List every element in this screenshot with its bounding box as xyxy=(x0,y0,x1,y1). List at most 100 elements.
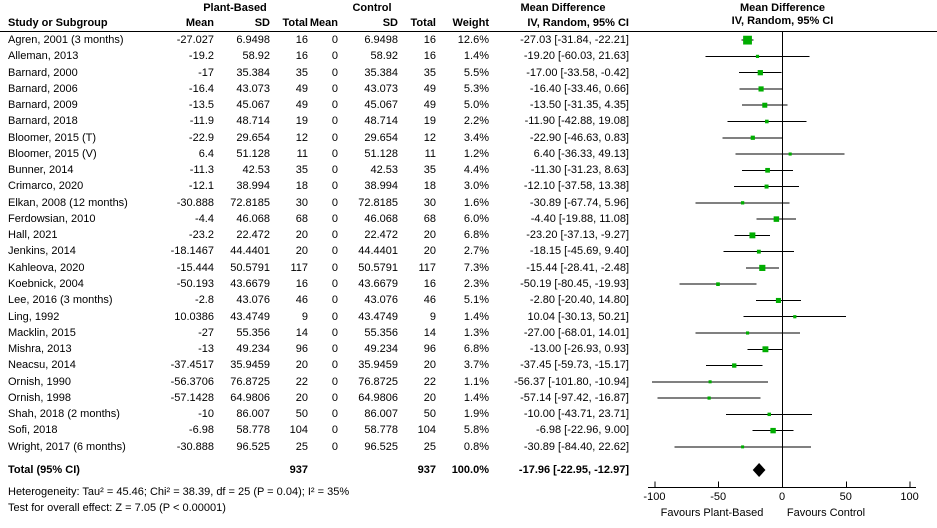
pb-mean: -13.5 xyxy=(188,99,214,112)
effect-marker xyxy=(793,315,797,319)
effect-marker xyxy=(740,201,745,205)
pb-sd: 42.53 xyxy=(242,164,270,177)
pb-total: 12 xyxy=(295,131,308,144)
study-name: Shah, 2018 (2 months) xyxy=(8,408,120,421)
pb-sd: 29.654 xyxy=(236,131,270,144)
study-row: Agren, 2001 (3 months) -27.027 6.9498 16 0 6.… xyxy=(0,32,937,48)
md-ci-value: -50.19 [-80.45, -19.93] xyxy=(520,277,629,290)
column-header-row: Study or Subgroup Mean SD Total Mean SD … xyxy=(0,15,937,31)
md-ci-value: -15.44 [-28.41, -2.48] xyxy=(526,261,629,274)
study-row: Barnard, 2018 -11.9 48.714 19 0 48.714 19 2.2% -… xyxy=(0,113,937,129)
pb-mean: -13 xyxy=(198,343,214,356)
c-sd: 6.9498 xyxy=(364,34,398,46)
pb-mean: -27.027 xyxy=(176,34,214,46)
pb-sd: 43.6679 xyxy=(230,277,270,290)
c-sd: 50.5791 xyxy=(358,261,398,274)
weight-value: 1.6% xyxy=(463,196,489,209)
c-sd: 55.356 xyxy=(364,326,398,339)
md-ci-value: -13.50 [-31.35, 4.35] xyxy=(529,99,629,112)
study-name: Koebnick, 2004 xyxy=(8,277,84,290)
effect-marker xyxy=(745,331,750,335)
study-row: Lee, 2016 (3 months) -2.8 43.076 46 0 43.076 4… xyxy=(0,292,937,308)
heterogeneity-text: Heterogeneity: Tau² = 45.46; Chi² = 38.3… xyxy=(8,486,350,498)
effect-marker xyxy=(788,152,792,156)
c-total: 68 xyxy=(423,212,436,225)
pb-sd: 49.234 xyxy=(236,343,270,356)
pb-sd: 43.4749 xyxy=(230,310,270,323)
pb-sd: 96.525 xyxy=(236,440,270,453)
c-mean: 0 xyxy=(331,66,338,79)
axis-tick-label: 50 xyxy=(839,491,852,503)
weight-value: 4.4% xyxy=(463,164,489,177)
effect-marker xyxy=(741,445,745,449)
c-mean: 0 xyxy=(331,391,338,404)
c-total: 20 xyxy=(423,245,436,258)
weight-value: 1.9% xyxy=(463,408,489,421)
weight-value: 0.8% xyxy=(463,440,489,453)
total-diamond xyxy=(752,463,766,477)
md-ci-value: -6.98 [-22.96, 9.00] xyxy=(536,424,629,437)
c-total: 117 xyxy=(418,261,436,274)
pb-mean: -23.2 xyxy=(188,229,214,242)
pb-mean: -18.1467 xyxy=(170,245,214,258)
pb-sd: 35.9459 xyxy=(230,359,270,372)
md-title-table: Mean Difference xyxy=(520,2,606,14)
c-mean: 0 xyxy=(331,82,338,95)
col-header-md-method: IV, Random, 95% CI xyxy=(527,17,629,29)
c-mean: 0 xyxy=(331,115,338,128)
study-row: Ornish, 1990 -56.3706 76.8725 22 0 76.8725 22 1… xyxy=(0,374,937,390)
c-total: 9 xyxy=(429,310,436,323)
study-row: Koebnick, 2004 -50.193 43.6679 16 0 43.6679 16… xyxy=(0,276,937,292)
c-sd: 58.778 xyxy=(364,424,398,437)
weight-value: 12.6% xyxy=(457,34,489,46)
study-name: Hall, 2021 xyxy=(8,229,58,242)
study-name: Bloomer, 2015 (T) xyxy=(8,131,97,144)
c-sd: 22.472 xyxy=(364,229,398,242)
pb-mean: -15.444 xyxy=(176,261,214,274)
effect-marker xyxy=(758,86,764,92)
study-row: Neacsu, 2014 -37.4517 35.9459 20 0 35.9459 20 3… xyxy=(0,357,937,373)
weight-value: 6.8% xyxy=(463,343,489,356)
pb-sd: 46.068 xyxy=(236,212,270,225)
weight-value: 6.0% xyxy=(463,212,489,225)
pb-total: 68 xyxy=(295,212,308,225)
col-header-pb-total: Total xyxy=(282,17,308,29)
pb-mean: -11.9 xyxy=(189,115,214,128)
pb-mean: 10.0386 xyxy=(174,310,214,323)
pb-sd: 43.076 xyxy=(236,294,270,307)
study-name: Barnard, 2009 xyxy=(8,99,78,112)
c-sd: 58.92 xyxy=(370,50,398,63)
weight-value: 2.3% xyxy=(463,277,489,290)
c-mean: 0 xyxy=(331,245,338,258)
effect-marker xyxy=(765,119,769,124)
study-row: Barnard, 2000 -17 35.384 35 0 35.384 35 5.5% -17… xyxy=(0,65,937,81)
pb-total: 14 xyxy=(295,326,308,339)
c-sd: 64.9806 xyxy=(358,391,398,404)
pb-mean: -11.3 xyxy=(189,164,214,177)
pb-sd: 44.4401 xyxy=(230,245,270,258)
c-mean: 0 xyxy=(331,131,338,144)
study-row: Ornish, 1998 -57.1428 64.9806 20 0 64.9806 20 1… xyxy=(0,390,937,406)
md-ci-value: -30.89 [-84.40, 22.62] xyxy=(523,440,629,453)
md-title-plot: Mean Difference xyxy=(740,2,825,14)
pb-mean: -22.9 xyxy=(188,131,214,144)
pb-mean: -12.1 xyxy=(188,180,214,193)
pb-mean: -27 xyxy=(198,326,214,339)
study-row: Mishra, 2013 -13 49.234 96 0 49.234 96 6.8% -13.… xyxy=(0,341,937,357)
effect-marker xyxy=(773,216,780,222)
c-total: 20 xyxy=(423,229,436,242)
study-name: Crimarco, 2020 xyxy=(8,180,84,193)
favours-right-label: Favours Control xyxy=(786,507,866,519)
pb-sd: 64.9806 xyxy=(230,391,270,404)
pb-total: 22 xyxy=(295,375,308,388)
md-ci-value: -17.00 [-33.58, -0.42] xyxy=(526,66,629,79)
c-mean: 0 xyxy=(331,261,338,274)
study-name: Neacsu, 2014 xyxy=(8,359,76,372)
c-total: 22 xyxy=(423,375,436,388)
pb-sd: 58.92 xyxy=(242,50,270,63)
c-mean: 0 xyxy=(331,212,338,225)
col-header-c-mean: Mean xyxy=(309,17,338,29)
c-total: 50 xyxy=(423,408,436,421)
pb-sd: 22.472 xyxy=(236,229,270,242)
